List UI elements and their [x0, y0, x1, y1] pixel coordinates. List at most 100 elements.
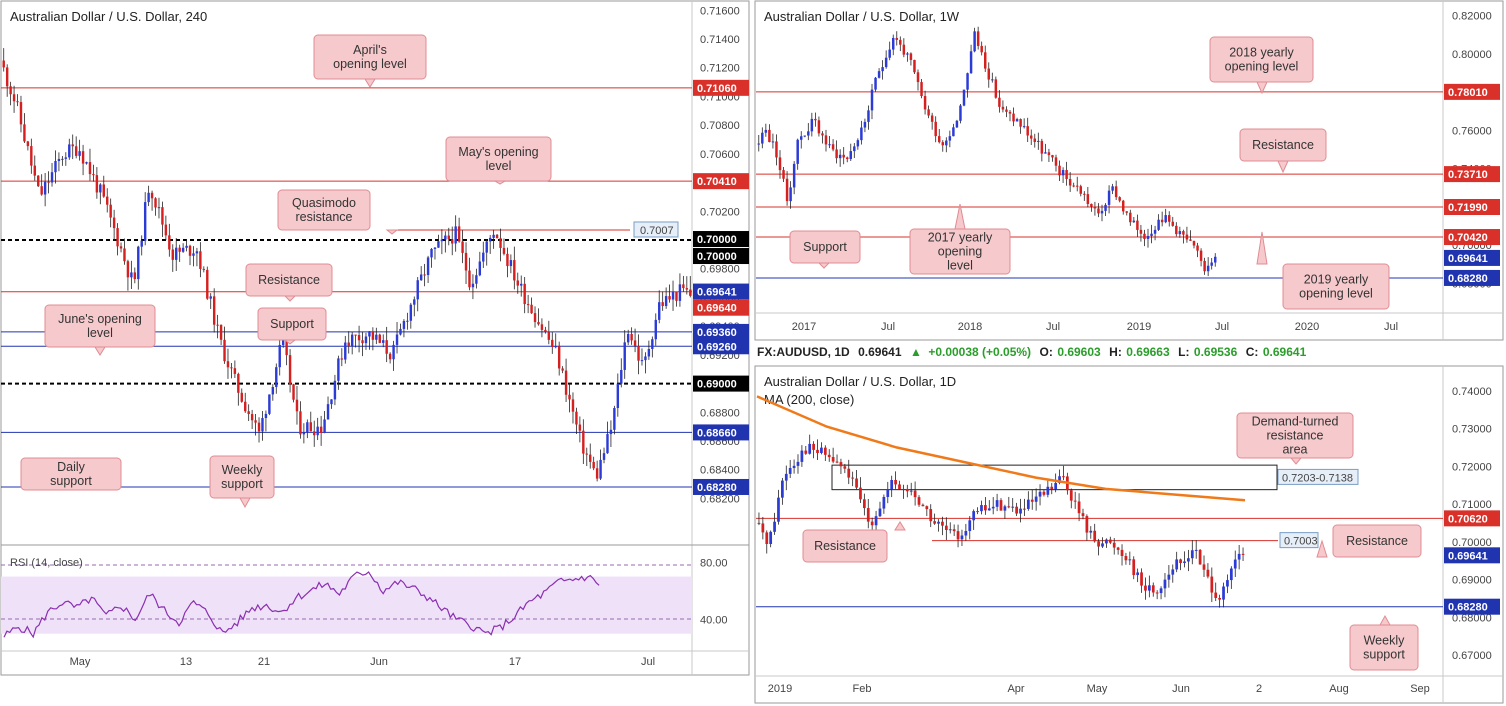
h4-candles — [2, 48, 692, 482]
h4-candle — [233, 368, 237, 374]
h4-candle — [288, 355, 292, 385]
daily-candle — [980, 505, 983, 512]
weekly-price-tags: 0.78010 0.73710 0.71990 0.70420 0.69641 0.682… — [1444, 83, 1500, 286]
h4-candle — [582, 430, 585, 454]
info-open-label: O: — [1040, 345, 1053, 359]
daily-candle — [1030, 499, 1034, 502]
h4-candle — [92, 174, 95, 176]
daily-y-tick: 0.69000 — [1452, 575, 1492, 587]
h4-callout-support-text: Support — [270, 317, 314, 331]
daily-candle — [999, 500, 1003, 511]
daily-candle — [773, 521, 776, 532]
h4-candle — [337, 358, 340, 381]
daily-candle — [1077, 501, 1081, 514]
h4-candle — [637, 345, 640, 361]
h4-title: Australian Dollar / U.S. Dollar, 240 — [10, 9, 207, 24]
info-up-arrow: ▲ — [910, 345, 922, 359]
weekly-candle — [1026, 126, 1029, 136]
weekly-candle — [1164, 215, 1167, 223]
weekly-candle — [838, 154, 842, 159]
daily-level-tag-text: 0.7003 — [1284, 536, 1318, 548]
h4-candle — [354, 334, 357, 336]
h4-candle — [175, 247, 178, 260]
daily-candle — [1159, 588, 1163, 594]
weekly-candle — [807, 131, 810, 136]
h4-y-tick: 0.71400 — [700, 34, 740, 46]
daily-candle — [925, 506, 929, 510]
h4-y-tick: 0.69800 — [700, 264, 740, 276]
h4-candle — [64, 157, 68, 159]
weekly-candle — [1054, 157, 1058, 166]
weekly-candle — [870, 89, 874, 111]
h4-candle — [468, 270, 471, 288]
weekly-callout-2018-pointer — [1256, 81, 1268, 95]
weekly-candle — [1118, 197, 1121, 201]
h4-candle — [578, 424, 582, 431]
daily-x-tick: Apr — [1007, 683, 1024, 695]
weekly-candle — [920, 82, 923, 97]
h4-candle — [513, 260, 516, 281]
h4-candle — [188, 245, 192, 256]
h4-candle — [171, 249, 174, 260]
h4-candle — [595, 468, 599, 479]
h4-candle — [281, 336, 285, 345]
h4-x-tick: Jul — [641, 656, 655, 668]
h4-candle — [447, 235, 450, 240]
h4-candle — [309, 422, 312, 432]
h4-candle — [440, 239, 444, 242]
daily-candle — [1136, 572, 1140, 576]
weekly-candle — [849, 151, 853, 159]
daily-x-tick: 2 — [1256, 683, 1262, 695]
weekly-candle — [789, 187, 792, 202]
h4-candle — [185, 245, 188, 248]
weekly-candle — [778, 157, 782, 171]
h4-callout-daily-text: support — [50, 474, 92, 488]
weekly-price-tag — [1444, 199, 1500, 216]
h4-candle — [433, 247, 437, 249]
h4-candle — [378, 334, 381, 343]
weekly-candle — [877, 71, 881, 78]
daily-candle — [972, 511, 976, 521]
daily-callout-weekly-text: support — [1363, 648, 1405, 662]
daily-candle — [1007, 506, 1011, 508]
weekly-candle — [1090, 203, 1093, 207]
daily-candle — [976, 511, 979, 513]
h4-candle — [50, 172, 54, 183]
daily-candle — [1085, 516, 1089, 533]
h4-candle — [261, 418, 264, 432]
weekly-candle — [803, 135, 807, 137]
h4-candle — [168, 235, 171, 250]
daily-candle — [1038, 491, 1042, 497]
daily-candle — [984, 505, 987, 511]
daily-candle — [933, 521, 936, 524]
h4-candle — [68, 144, 71, 158]
weekly-candle — [792, 163, 796, 188]
weekly-candle — [1051, 155, 1054, 158]
h4-x-tick: 17 — [509, 656, 521, 668]
daily-y-tick: 0.71000 — [1452, 499, 1492, 511]
h4-callout-resistance-pointer — [283, 295, 297, 302]
h4-candle — [602, 453, 606, 460]
rsi-y-tick: 80.00 — [700, 557, 728, 569]
h4-candle — [119, 246, 123, 249]
weekly-x-tick: 2020 — [1295, 321, 1319, 333]
daily-candle — [781, 480, 784, 498]
weekly-candle — [828, 144, 831, 146]
h4-candle — [371, 331, 375, 340]
h4-candle — [202, 268, 206, 270]
info-high: 0.69663 — [1126, 345, 1170, 359]
h4-y-tick: 0.68400 — [700, 465, 740, 477]
weekly-candle — [867, 110, 870, 122]
weekly-candle — [991, 79, 994, 81]
weekly-candle — [1037, 140, 1040, 142]
h4-price-tag-text: 0.69641 — [697, 287, 737, 299]
daily-callout-resistance-left-text: Resistance — [814, 539, 876, 553]
daily-zone-tag-text: 0.7203-0.7138 — [1282, 472, 1353, 484]
h4-candle — [564, 370, 568, 395]
weekly-candles — [757, 26, 1217, 277]
h4-candle — [340, 358, 344, 360]
daily-callout-demand-text: Demand-turned — [1252, 415, 1339, 429]
weekly-callout-support-pointer — [817, 262, 831, 269]
